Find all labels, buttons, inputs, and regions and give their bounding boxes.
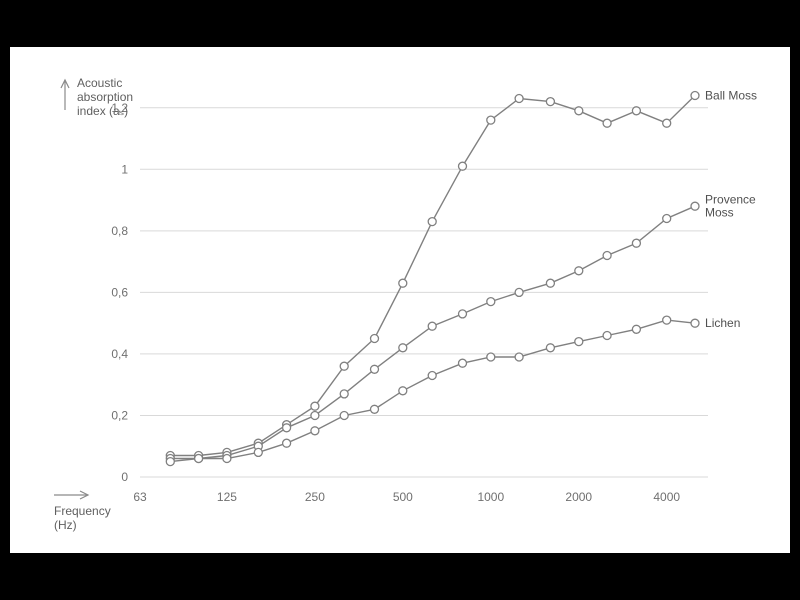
series-marker	[691, 92, 699, 100]
series-marker	[603, 119, 611, 127]
series-marker	[428, 218, 436, 226]
y-tick-label: 0,2	[111, 408, 128, 422]
series-line-ball-moss	[170, 96, 695, 456]
series-marker	[311, 412, 319, 420]
series-marker	[515, 95, 523, 103]
acoustic-absorption-chart: 00,20,40,60,811,263125250500100020004000…	[10, 47, 790, 553]
series-marker	[459, 162, 467, 170]
x-tick-label: 500	[393, 490, 413, 504]
series-marker	[428, 372, 436, 380]
series-marker	[575, 338, 583, 346]
series-marker	[575, 107, 583, 115]
y-axis-title: absorption	[77, 90, 133, 104]
y-axis-title: Acoustic	[77, 76, 122, 90]
x-axis-title: (Hz)	[54, 518, 77, 532]
y-tick-label: 0,8	[111, 224, 128, 238]
series-marker	[311, 427, 319, 435]
series-marker	[283, 424, 291, 432]
series-marker	[487, 298, 495, 306]
series-marker	[459, 310, 467, 318]
series-marker	[546, 279, 554, 287]
x-tick-label: 63	[133, 490, 147, 504]
series-marker	[603, 252, 611, 260]
series-marker	[371, 365, 379, 373]
series-marker	[340, 412, 348, 420]
y-tick-label: 0	[121, 470, 128, 484]
series-line-provence-moss	[170, 206, 695, 458]
series-label-provence-moss: Moss	[705, 206, 734, 220]
x-tick-label: 125	[217, 490, 237, 504]
y-tick-label: 0,6	[111, 285, 128, 299]
series-marker	[603, 332, 611, 340]
x-tick-label: 1000	[477, 490, 504, 504]
y-tick-label: 0,4	[111, 347, 128, 361]
series-marker	[283, 439, 291, 447]
series-marker	[546, 98, 554, 106]
series-marker	[546, 344, 554, 352]
series-marker	[515, 288, 523, 296]
series-marker	[166, 458, 174, 466]
series-line-lichen	[170, 320, 695, 462]
x-tick-label: 2000	[565, 490, 592, 504]
y-axis-title: index (aₛ)	[77, 104, 128, 118]
x-tick-label: 250	[305, 490, 325, 504]
x-tick-label: 4000	[653, 490, 680, 504]
series-marker	[371, 405, 379, 413]
x-axis-title: Frequency	[54, 504, 111, 518]
series-marker	[632, 239, 640, 247]
series-marker	[632, 107, 640, 115]
series-marker	[663, 119, 671, 127]
series-marker	[515, 353, 523, 361]
series-marker	[691, 202, 699, 210]
series-marker	[428, 322, 436, 330]
series-marker	[487, 116, 495, 124]
series-marker	[575, 267, 583, 275]
series-marker	[399, 279, 407, 287]
series-marker	[663, 316, 671, 324]
series-marker	[691, 319, 699, 327]
series-label-ball-moss: Ball Moss	[705, 88, 757, 102]
series-marker	[340, 362, 348, 370]
series-marker	[663, 215, 671, 223]
y-tick-label: 1	[121, 162, 128, 176]
chart-panel: 00,20,40,60,811,263125250500100020004000…	[10, 47, 790, 553]
series-label-provence-moss: Provence	[705, 193, 756, 207]
series-marker	[311, 402, 319, 410]
series-marker	[223, 455, 231, 463]
series-marker	[340, 390, 348, 398]
series-marker	[459, 359, 467, 367]
series-marker	[632, 325, 640, 333]
series-marker	[399, 344, 407, 352]
series-marker	[254, 448, 262, 456]
series-marker	[487, 353, 495, 361]
series-label-lichen: Lichen	[705, 316, 740, 330]
series-marker	[371, 335, 379, 343]
series-marker	[399, 387, 407, 395]
series-marker	[195, 455, 203, 463]
